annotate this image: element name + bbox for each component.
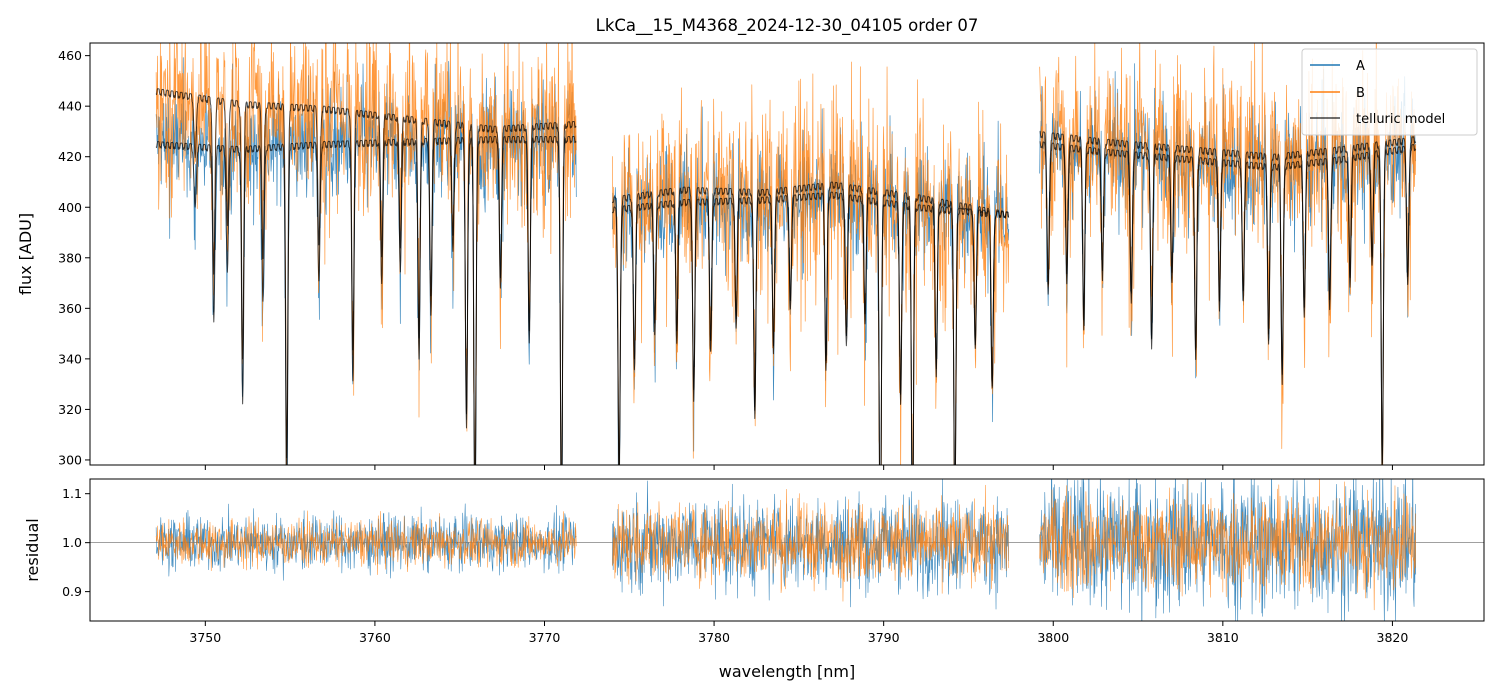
legend-box [1301, 48, 1478, 136]
x-tick-label: 3810 [1207, 630, 1239, 645]
legend: A B telluric model [1301, 48, 1478, 136]
x-tick-label: 3820 [1377, 630, 1409, 645]
flux-y-axis: 300 320 340 360 380 400 420 440 460 [58, 48, 90, 467]
flux-y-tick-label: 300 [58, 452, 82, 467]
flux-panel-frame [89, 42, 1485, 466]
x-tick-label: 3790 [868, 630, 900, 645]
residual-y-tick-label: 1.0 [62, 535, 82, 550]
x-tick-label: 3780 [698, 630, 730, 645]
flux-plot-area [155, 43, 1417, 465]
x-tick-label: 3750 [189, 630, 221, 645]
x-axis-label: wavelength [nm] [719, 662, 856, 681]
residual-panel-frame [89, 478, 1485, 622]
residual-y-tick-label: 1.1 [62, 486, 82, 501]
residual-y-axis: 0.9 1.0 1.1 [62, 486, 90, 599]
flux-y-tick-label: 460 [58, 48, 82, 63]
flux-y-tick-label: 400 [58, 200, 82, 215]
telluric-model-b [155, 88, 1417, 465]
legend-label-model: telluric model [1356, 112, 1445, 127]
flux-panel: 300 320 340 360 380 400 420 440 460 flux [ADU] [16, 42, 1485, 470]
series-b-residual [155, 479, 1417, 611]
flux-y-tick-label: 440 [58, 99, 82, 114]
x-tick-label: 3770 [529, 630, 561, 645]
legend-label-b: B [1356, 86, 1365, 101]
legend-label-a: A [1356, 59, 1365, 74]
flux-y-tick-label: 420 [58, 149, 82, 164]
residual-y-tick-label: 0.9 [62, 584, 82, 599]
flux-y-tick-label: 340 [58, 351, 82, 366]
flux-y-axis-label: flux [ADU] [16, 213, 35, 295]
flux-x-ticks [204, 465, 1393, 470]
residual-y-axis-label: residual [23, 518, 42, 581]
residual-plot-area [90, 479, 1484, 621]
wavelength-x-axis: 3750 3760 3770 3780 3790 3800 3810 3820 [189, 621, 1408, 645]
x-tick-label: 3800 [1037, 630, 1069, 645]
residual-panel: 0.9 1.0 1.1 3750 3760 3770 3780 3790 3800 3810 38… [23, 478, 1485, 681]
flux-y-tick-label: 320 [58, 402, 82, 417]
flux-y-tick-label: 360 [58, 301, 82, 316]
flux-y-tick-label: 380 [58, 250, 82, 265]
x-tick-label: 3760 [359, 630, 391, 645]
chart-title: LkCa__15_M4368_2024-12-30_04105 order 07 [596, 16, 979, 36]
